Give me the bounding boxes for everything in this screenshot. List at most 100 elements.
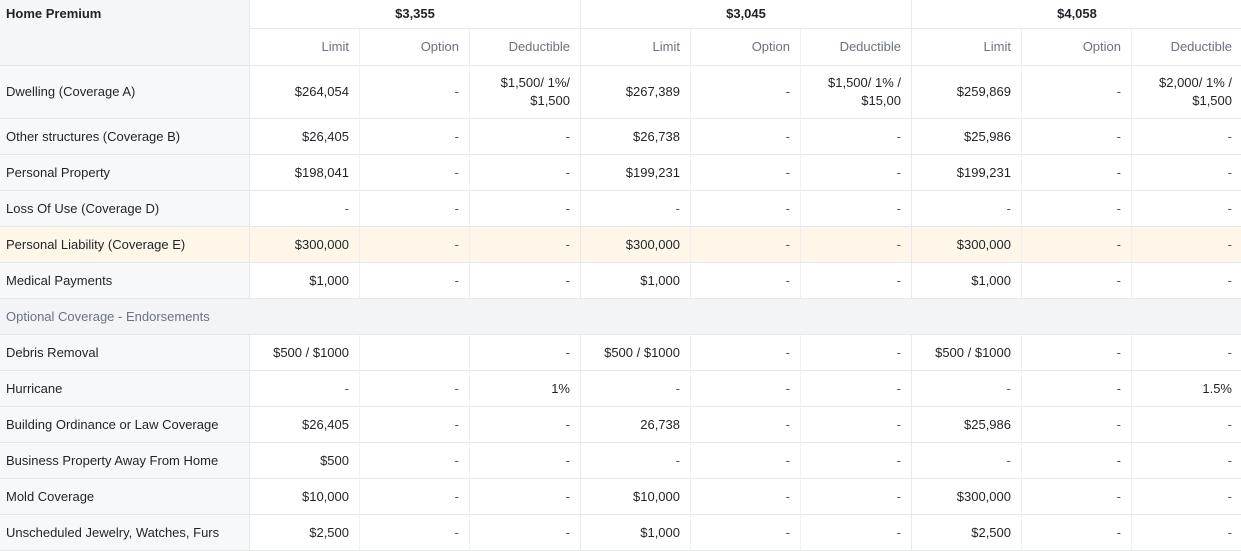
table-cell: - [1132, 479, 1241, 515]
table-cell: - [1022, 227, 1132, 263]
table-cell: - [1022, 443, 1132, 479]
table-cell: - [470, 443, 581, 479]
table-cell: - [691, 227, 801, 263]
table-cell: - [1132, 263, 1241, 299]
table-cell: - [801, 119, 912, 155]
table-cell: $300,000 [581, 227, 691, 263]
table-cell: $300,000 [912, 227, 1022, 263]
row-label-personal-property: Personal Property [0, 155, 250, 191]
quote-premium-2: $3,045 [581, 0, 912, 29]
table-cell: - [470, 227, 581, 263]
table-cell: $500 / $1000 [912, 335, 1022, 371]
table-cell: 1.5% [1132, 371, 1241, 407]
table-cell: - [691, 479, 801, 515]
table-cell: - [1132, 515, 1241, 551]
table-cell: $1,000 [912, 263, 1022, 299]
table-cell: $300,000 [912, 479, 1022, 515]
table-cell: - [1022, 335, 1132, 371]
table-cell: $264,054 [250, 66, 360, 119]
table-cell: - [691, 155, 801, 191]
row-label-building-ordinance-or-law-coverage: Building Ordinance or Law Coverage [0, 407, 250, 443]
column-header-deductible: Deductible [1132, 29, 1241, 66]
table-cell: $2,500 [250, 515, 360, 551]
table-cell: - [470, 191, 581, 227]
column-header-option: Option [691, 29, 801, 66]
table-cell: $1,000 [250, 263, 360, 299]
table-cell: - [1022, 371, 1132, 407]
column-header-limit: Limit [250, 29, 360, 66]
table-cell: $10,000 [581, 479, 691, 515]
table-cell: $1,500/ 1% / $15,00 [801, 66, 912, 119]
row-label-business-property-away-from-home: Business Property Away From Home [0, 443, 250, 479]
table-cell: - [801, 443, 912, 479]
table-cell: - [801, 227, 912, 263]
table-cell: - [801, 191, 912, 227]
table-cell: $199,231 [912, 155, 1022, 191]
row-label-other-structures-coverage-b: Other structures (Coverage B) [0, 119, 250, 155]
table-cell: - [1022, 515, 1132, 551]
table-cell: - [691, 66, 801, 119]
table-cell: - [801, 263, 912, 299]
table-cell: - [360, 155, 470, 191]
table-cell: - [360, 191, 470, 227]
row-label-hurricane: Hurricane [0, 371, 250, 407]
table-cell: - [801, 371, 912, 407]
table-cell: - [691, 407, 801, 443]
table-cell: - [1132, 191, 1241, 227]
table-cell: $25,986 [912, 119, 1022, 155]
table-cell: - [470, 515, 581, 551]
table-cell: - [691, 119, 801, 155]
table-cell: $26,738 [581, 119, 691, 155]
table-cell: - [912, 191, 1022, 227]
table-cell: 1% [470, 371, 581, 407]
row-label-dwelling-coverage-a: Dwelling (Coverage A) [0, 66, 250, 119]
table-cell: - [360, 227, 470, 263]
table-cell: - [801, 479, 912, 515]
table-cell: $1,500/ 1%/ $1,500 [470, 66, 581, 119]
table-cell: - [581, 191, 691, 227]
table-cell: - [1022, 263, 1132, 299]
table-cell: - [470, 263, 581, 299]
table-cell: - [1022, 119, 1132, 155]
column-header-deductible: Deductible [801, 29, 912, 66]
table-cell: $198,041 [250, 155, 360, 191]
column-header-limit: Limit [581, 29, 691, 66]
row-label-unscheduled-jewelry-watches-furs: Unscheduled Jewelry, Watches, Furs [0, 515, 250, 551]
table-cell: $2,000/ 1% / $1,500 [1132, 66, 1241, 119]
table-cell: - [1022, 407, 1132, 443]
table-cell: $259,869 [912, 66, 1022, 119]
table-cell: - [801, 155, 912, 191]
table-cell: $267,389 [581, 66, 691, 119]
section-header: Optional Coverage - Endorsements [0, 299, 1241, 335]
table-cell: - [801, 407, 912, 443]
table-cell: - [912, 443, 1022, 479]
table-cell: - [360, 515, 470, 551]
table-cell: - [360, 407, 470, 443]
table-cell: - [1132, 119, 1241, 155]
row-label-loss-of-use-coverage-d: Loss Of Use (Coverage D) [0, 191, 250, 227]
table-cell: - [1132, 443, 1241, 479]
table-cell: $300,000 [250, 227, 360, 263]
table-cell: $1,000 [581, 263, 691, 299]
quote-premium-1: $3,355 [250, 0, 581, 29]
table-cell: - [912, 371, 1022, 407]
table-cell: - [470, 335, 581, 371]
row-label-personal-liability-coverage-e: Personal Liability (Coverage E) [0, 227, 250, 263]
row-label-medical-payments: Medical Payments [0, 263, 250, 299]
table-cell: - [360, 371, 470, 407]
table-cell: $500 [250, 443, 360, 479]
column-header-limit: Limit [912, 29, 1022, 66]
table-cell: 26,738 [581, 407, 691, 443]
table-cell: $199,231 [581, 155, 691, 191]
table-cell: - [1022, 479, 1132, 515]
column-header-option: Option [1022, 29, 1132, 66]
table-cell: - [1022, 66, 1132, 119]
row-label-debris-removal: Debris Removal [0, 335, 250, 371]
table-cell: - [1132, 155, 1241, 191]
table-cell: $25,986 [912, 407, 1022, 443]
table-cell: - [250, 191, 360, 227]
table-cell: - [691, 191, 801, 227]
table-cell: $26,405 [250, 407, 360, 443]
quote-premium-3: $4,058 [912, 0, 1241, 29]
